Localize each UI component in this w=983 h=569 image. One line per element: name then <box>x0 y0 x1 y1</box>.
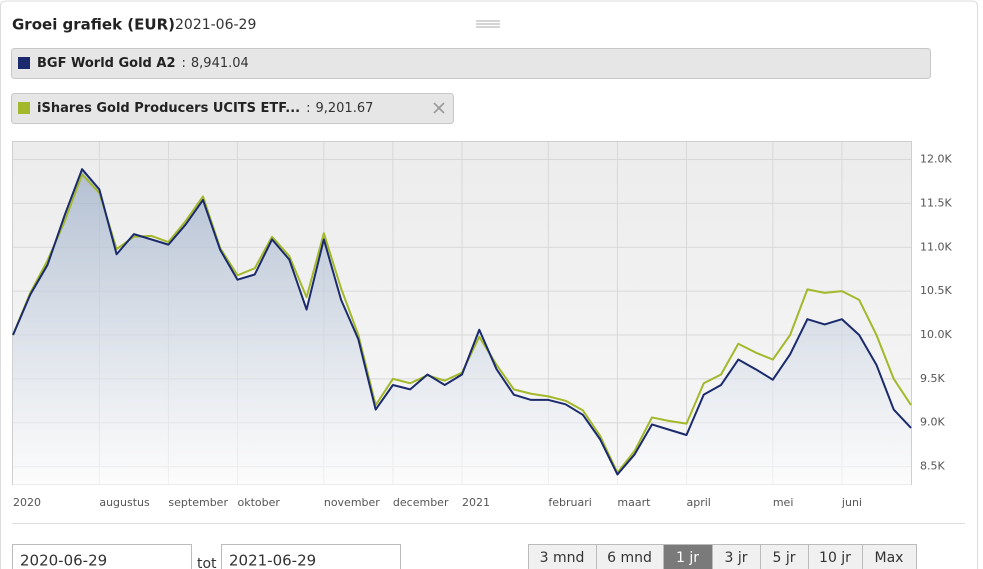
legend-item: iShares Gold Producers UCITS ETF...:9,20… <box>37 101 373 116</box>
title: Groei grafiek (EUR) <box>12 16 175 34</box>
legend-swatch <box>18 57 30 69</box>
range-button[interactable] <box>596 544 664 569</box>
y-tick-label: 10.0K <box>920 328 952 341</box>
x-tick-label: december <box>393 496 449 509</box>
legend-item-box[interactable] <box>11 93 454 124</box>
range-button-label[interactable]: 3 mnd <box>540 550 585 566</box>
x-tick-label: maart <box>617 496 651 509</box>
y-tick-label: 10.5K <box>920 284 952 297</box>
legend-value: 9,201.67 <box>315 101 373 116</box>
x-tick-label: oktober <box>238 496 281 509</box>
range-button-label[interactable]: 5 jr <box>772 550 795 566</box>
legend-separator: : <box>306 101 310 116</box>
range-word: tot <box>197 556 217 569</box>
range-button-label[interactable]: 6 mnd <box>607 550 652 566</box>
legend-label: iShares Gold Producers UCITS ETF... <box>37 101 300 116</box>
y-tick-label: 12.0K <box>920 153 952 166</box>
x-tick-label: juni <box>841 496 862 509</box>
legend-swatch <box>18 102 30 114</box>
series-line <box>12 168 912 476</box>
y-tick-label: 11.0K <box>920 240 952 253</box>
date-input[interactable] <box>12 544 192 569</box>
drag-handle[interactable] <box>476 20 500 28</box>
range-button[interactable] <box>760 544 809 569</box>
close-icon[interactable] <box>433 102 445 114</box>
legend-label: BGF World Gold A2 <box>37 56 176 71</box>
legend-separator: : <box>182 56 186 71</box>
range-button-label[interactable]: 3 jr <box>724 550 747 566</box>
y-tick-label: 9.5K <box>920 372 945 385</box>
x-tick-label: mei <box>773 496 794 509</box>
range-button[interactable] <box>862 544 917 569</box>
x-tick-label: april <box>687 496 711 509</box>
legend-item-box[interactable] <box>11 48 931 79</box>
date-input-text[interactable]: 2021-06-29 <box>229 552 316 569</box>
area <box>13 169 911 485</box>
date: 2021-06-29 <box>175 17 256 33</box>
x-tick-label: 2021 <box>462 496 490 509</box>
range-button[interactable] <box>712 544 761 569</box>
x-tick-label: augustus <box>99 496 150 509</box>
x-tick-label: 2020 <box>13 496 41 509</box>
y-tick-label: 8.5K <box>920 460 945 473</box>
range-button-label[interactable]: 10 jr <box>819 550 851 566</box>
range-button-label[interactable]: Max <box>875 550 904 566</box>
y-tick-label: 11.5K <box>920 196 952 209</box>
x-tick-label: september <box>168 496 228 509</box>
date-input[interactable] <box>221 544 401 569</box>
legend-value: 8,941.04 <box>191 56 249 71</box>
x-tick-label: februari <box>548 496 591 509</box>
range-button-label[interactable]: 1 jr <box>676 550 699 566</box>
legend-item: BGF World Gold A2:8,941.04 <box>37 56 249 71</box>
y-tick-label: 9.0K <box>920 416 945 429</box>
date-input-text[interactable]: 2020-06-29 <box>20 552 107 569</box>
range-button[interactable] <box>528 544 597 569</box>
x-tick-label: november <box>324 496 380 509</box>
